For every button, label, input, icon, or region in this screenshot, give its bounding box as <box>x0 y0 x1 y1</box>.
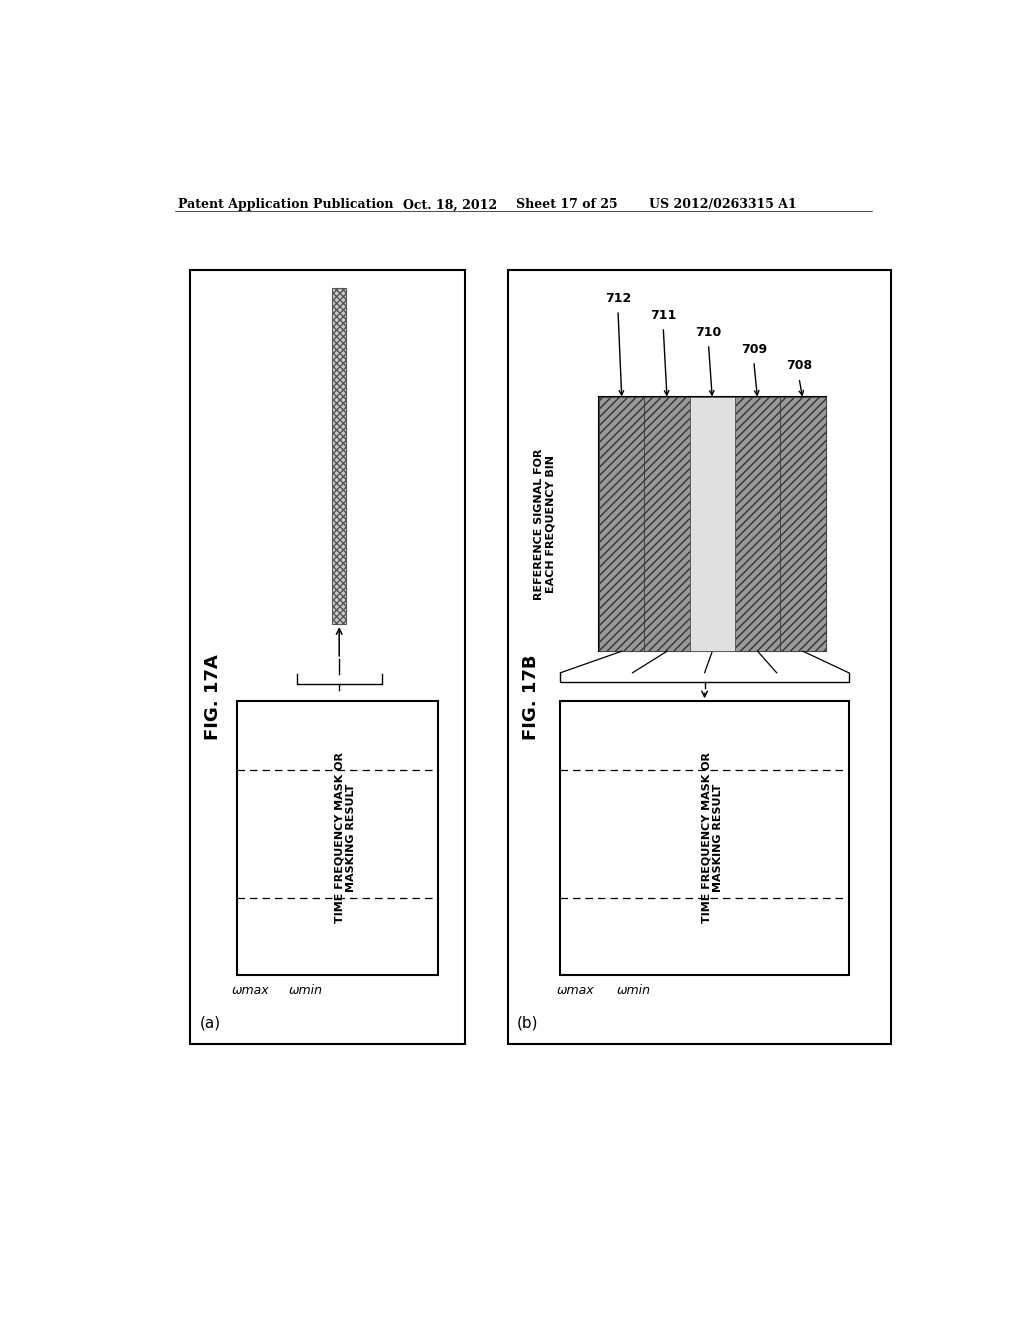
Text: 711: 711 <box>650 309 676 322</box>
Bar <box>508 271 891 1044</box>
Bar <box>780 397 825 651</box>
Text: 710: 710 <box>695 326 722 339</box>
Text: ωmax: ωmax <box>557 983 595 997</box>
Text: Sheet 17 of 25: Sheet 17 of 25 <box>515 198 617 211</box>
Text: 708: 708 <box>786 359 812 372</box>
Bar <box>735 397 780 651</box>
Bar <box>599 397 644 651</box>
Text: ωmax: ωmax <box>231 983 269 997</box>
Bar <box>599 397 825 651</box>
Text: TIME FREQUENCY MASK OR
MASKING RESULT: TIME FREQUENCY MASK OR MASKING RESULT <box>701 752 723 924</box>
Text: REFERENCE SIGNAL FOR
EACH FREQUENCY BIN: REFERENCE SIGNAL FOR EACH FREQUENCY BIN <box>535 449 556 599</box>
Text: FIG. 17B: FIG. 17B <box>522 655 540 741</box>
Text: ωmin: ωmin <box>617 983 651 997</box>
Text: 709: 709 <box>740 342 767 355</box>
Text: Patent Application Publication: Patent Application Publication <box>178 198 394 211</box>
Text: Oct. 18, 2012: Oct. 18, 2012 <box>403 198 498 211</box>
Bar <box>644 397 690 651</box>
Bar <box>560 701 849 974</box>
Text: TIME FREQUENCY MASK OR
MASKING RESULT: TIME FREQUENCY MASK OR MASKING RESULT <box>334 752 355 924</box>
Bar <box>735 397 780 651</box>
Bar <box>644 397 690 651</box>
Text: (b): (b) <box>517 1015 539 1030</box>
Text: (a): (a) <box>200 1015 220 1030</box>
Bar <box>780 397 825 651</box>
Bar <box>332 288 346 624</box>
Bar <box>690 397 735 651</box>
Bar <box>599 397 644 651</box>
Text: US 2012/0263315 A1: US 2012/0263315 A1 <box>649 198 797 211</box>
Text: 712: 712 <box>605 292 631 305</box>
Text: ωmin: ωmin <box>289 983 324 997</box>
Text: FIG. 17A: FIG. 17A <box>204 655 222 741</box>
Bar <box>690 397 735 651</box>
Bar <box>237 701 438 974</box>
Bar <box>190 271 465 1044</box>
